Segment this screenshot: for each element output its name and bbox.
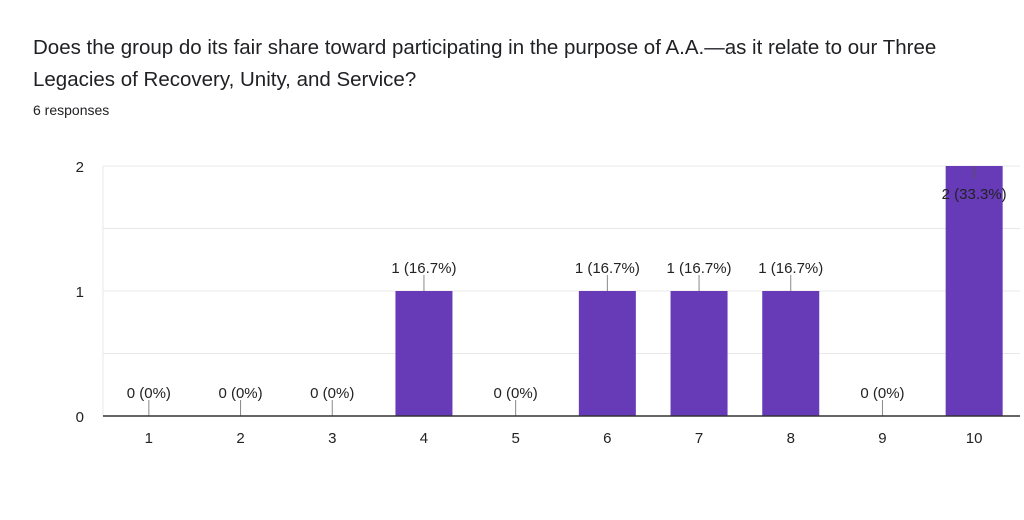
x-tick-label: 1	[145, 430, 153, 447]
x-tick-label: 3	[328, 430, 336, 447]
x-tick-label: 4	[420, 430, 428, 447]
x-tick-label: 10	[966, 430, 983, 447]
x-tick-label: 2	[236, 430, 244, 447]
data-label: 1 (16.7%)	[667, 260, 732, 277]
bar	[670, 291, 728, 416]
bar	[578, 291, 636, 416]
y-tick-label: 0	[76, 409, 84, 426]
bar	[945, 166, 1003, 416]
response-count: 6 responses	[33, 102, 110, 118]
y-tick-label: 1	[76, 284, 84, 301]
x-tick-label: 8	[787, 430, 795, 447]
data-label: 0 (0%)	[494, 385, 538, 402]
data-label: 2 (33.3%)	[942, 186, 1007, 203]
data-label: 0 (0%)	[127, 385, 171, 402]
x-tick-label: 5	[511, 430, 519, 447]
x-tick-label: 9	[878, 430, 886, 447]
y-tick-label: 2	[76, 159, 84, 176]
question-title: Does the group do its fair share toward …	[33, 36, 937, 91]
data-label: 1 (16.7%)	[758, 260, 823, 277]
bar	[395, 291, 453, 416]
bar	[762, 291, 820, 416]
data-label: 0 (0%)	[218, 385, 262, 402]
data-label: 0 (0%)	[860, 385, 904, 402]
data-label: 1 (16.7%)	[575, 260, 640, 277]
x-tick-label: 6	[603, 430, 611, 447]
data-label: 0 (0%)	[310, 385, 354, 402]
data-label: 1 (16.7%)	[391, 260, 456, 277]
x-tick-label: 7	[695, 430, 703, 447]
